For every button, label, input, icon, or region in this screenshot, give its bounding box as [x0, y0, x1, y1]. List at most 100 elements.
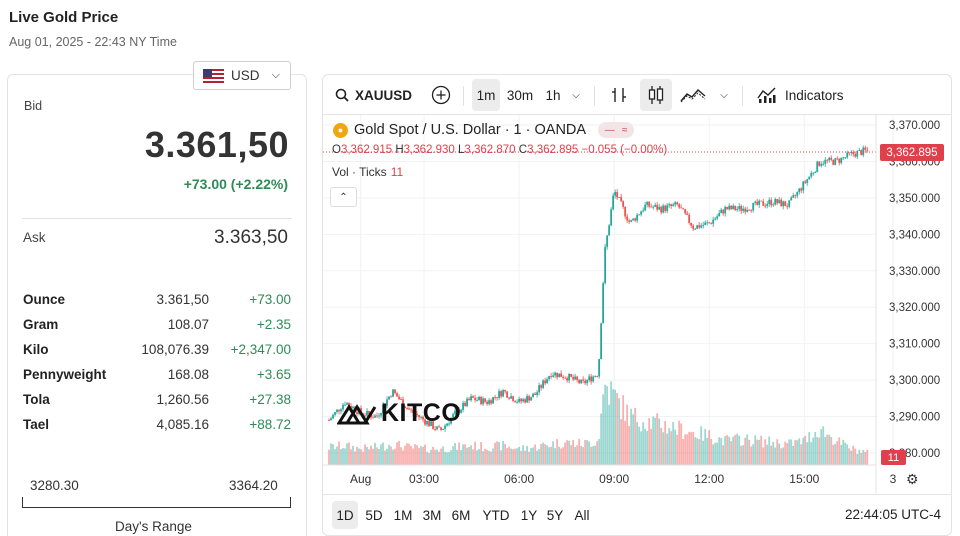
- volume-bar: [366, 446, 368, 465]
- volume-bar: [450, 450, 452, 465]
- currency-select[interactable]: USD ⌵: [193, 61, 291, 90]
- unit-row-tola: Tola 1,260.56 +27.38: [23, 392, 291, 412]
- interval-1h[interactable]: 1h: [545, 87, 561, 103]
- candle-body: [342, 404, 344, 410]
- volume-legend[interactable]: Vol · Ticks 11: [332, 165, 403, 179]
- volume-bar: [464, 444, 466, 465]
- volume-bar: [614, 389, 617, 465]
- candle-body: [584, 380, 587, 384]
- candle-body: [608, 225, 611, 236]
- candle-body: [800, 188, 803, 191]
- candle-body: [804, 181, 807, 183]
- page-timestamp: Aug 01, 2025 - 22:43 NY Time: [9, 35, 177, 49]
- range-3m[interactable]: 3M: [422, 507, 442, 523]
- volume-bar: [498, 441, 500, 465]
- volume-bar: [836, 441, 839, 465]
- volume-bar: [612, 389, 615, 465]
- range-all[interactable]: All: [574, 507, 590, 523]
- candle-body: [510, 396, 512, 399]
- volume-bar: [358, 448, 360, 465]
- candle-body: [728, 205, 731, 210]
- candle-body: [748, 209, 751, 211]
- range-ytd[interactable]: YTD: [482, 507, 510, 523]
- chart-legend-title[interactable]: ● Gold Spot / U.S. Dollar · 1 · OANDA — ≈: [333, 122, 635, 138]
- candle-body: [618, 197, 621, 198]
- volume-bar: [844, 442, 847, 465]
- candles-style-button[interactable]: [640, 79, 672, 111]
- candle-body: [650, 206, 653, 208]
- volume-bar: [708, 430, 711, 465]
- candle-body: [412, 409, 414, 413]
- bar-style-button[interactable]: [606, 79, 632, 111]
- candle-body: [548, 376, 551, 380]
- volume-bar: [586, 440, 589, 465]
- indicators-button[interactable]: Indicators: [753, 79, 849, 111]
- candle-body: [454, 410, 456, 415]
- volume-bar: [654, 417, 657, 465]
- volume-bar: [658, 418, 661, 465]
- chart-settings-gear-icon[interactable]: ⚙: [906, 471, 919, 487]
- volume-bar: [338, 441, 340, 465]
- candle-body: [370, 414, 372, 418]
- gold-symbol-icon: ●: [333, 122, 348, 138]
- collapse-legend-button[interactable]: ⌃: [330, 187, 357, 207]
- range-1y[interactable]: 1Y: [520, 507, 538, 523]
- volume-bar: [508, 446, 510, 465]
- volume-bar: [572, 439, 575, 465]
- volume-bar: [810, 442, 813, 465]
- volume-bar: [510, 448, 512, 465]
- volume-bar: [672, 422, 675, 465]
- volume-bar: [354, 451, 356, 465]
- legend-badges[interactable]: — ≈: [598, 122, 635, 138]
- candle-body: [392, 389, 394, 397]
- candle-body: [562, 376, 565, 378]
- interval-dropdown-chevron-icon[interactable]: ⌵: [572, 89, 580, 101]
- day-range-high: 3364.20: [229, 478, 278, 493]
- range-1d[interactable]: 1D: [332, 501, 358, 529]
- interval-30m[interactable]: 30m: [506, 87, 534, 103]
- time-tick-label: 06:00: [504, 472, 534, 486]
- range-5y[interactable]: 5Y: [546, 507, 564, 523]
- interval-1m[interactable]: 1m: [472, 79, 500, 111]
- symbol-search[interactable]: XAUUSD: [329, 79, 413, 111]
- kitco-wordmark: KITCO: [381, 399, 462, 427]
- volume-bar: [634, 407, 637, 465]
- volume-bar: [640, 431, 643, 465]
- price-chart[interactable]: 3,370.0003,360.0003,350.0003,340.0003,33…: [323, 115, 951, 493]
- volume-bar: [548, 447, 551, 465]
- candle-body: [862, 147, 865, 156]
- candle-body: [456, 409, 458, 411]
- chart-clock[interactable]: 22:44:05 UTC-4: [844, 507, 941, 522]
- candle-body: [328, 420, 330, 421]
- candle-body: [574, 376, 577, 380]
- candle-body: [764, 205, 767, 207]
- candle-body: [616, 191, 619, 198]
- bars-icon: [612, 88, 626, 102]
- candle-body: [558, 373, 561, 378]
- volume-bar: [396, 442, 398, 465]
- candle-body: [366, 410, 368, 416]
- style-dropdown-chevron-icon[interactable]: ⌵: [720, 89, 728, 101]
- area-style-button[interactable]: [679, 79, 707, 111]
- volume-bar: [440, 448, 442, 465]
- volume-bar: [376, 447, 378, 465]
- range-6m[interactable]: 6M: [451, 507, 471, 523]
- unit-price: 3.361,50: [156, 292, 209, 307]
- candle-body: [508, 397, 510, 399]
- candle-body: [444, 425, 446, 429]
- volume-bar: [490, 451, 492, 465]
- range-5d[interactable]: 5D: [365, 507, 383, 523]
- candle-body: [864, 147, 867, 150]
- volume-bar: [736, 433, 739, 465]
- candle-body: [778, 199, 781, 204]
- volume-bar: [496, 441, 498, 465]
- range-1m[interactable]: 1M: [393, 507, 413, 523]
- candle-body: [708, 222, 711, 224]
- candle-body: [668, 204, 671, 206]
- unit-row-tael: Tael 4,085.16 +88.72: [23, 417, 291, 437]
- volume-bar: [344, 448, 346, 465]
- candle-body: [652, 206, 655, 208]
- compare-button[interactable]: [427, 79, 455, 111]
- ask-price: 3.363,50: [214, 227, 288, 248]
- candle-body: [702, 224, 705, 226]
